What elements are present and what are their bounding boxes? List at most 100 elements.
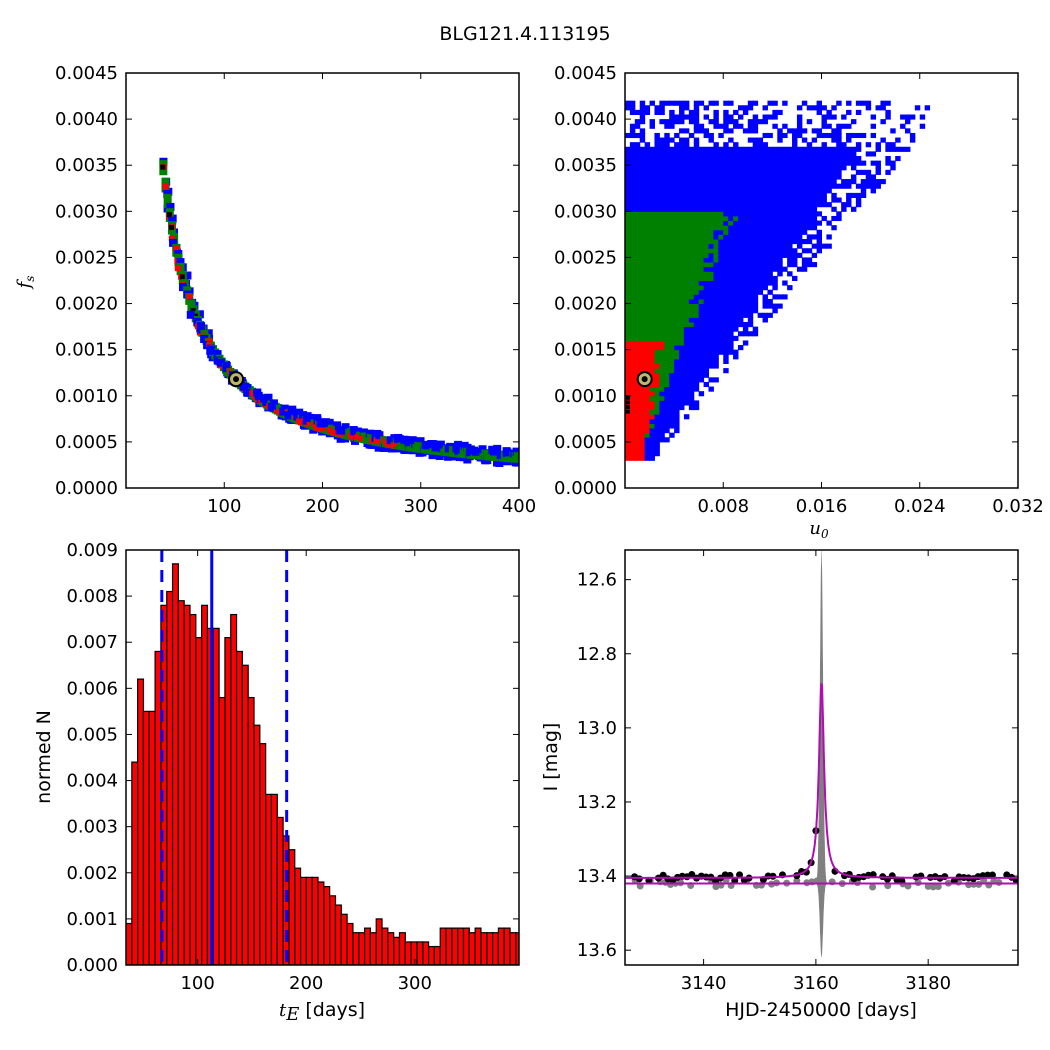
cell-green [683, 262, 690, 268]
cell-green [654, 409, 660, 415]
cell-blue [826, 243, 832, 249]
cell-blue [757, 183, 764, 189]
cell-blue [821, 114, 827, 120]
cell-green [654, 239, 660, 245]
cell-green [634, 280, 641, 286]
cell-green [679, 312, 685, 318]
cell-blue [733, 188, 739, 194]
cell-blue [625, 197, 631, 203]
cell-blue [728, 312, 734, 318]
cell-blue [752, 197, 759, 203]
cell-green [683, 248, 690, 254]
cell-blue [747, 123, 754, 129]
cell-blue [792, 257, 798, 263]
cell-blue [723, 202, 729, 208]
cell-blue [733, 174, 739, 180]
cell-green [674, 229, 680, 235]
cell-blue [688, 179, 695, 185]
cell-red [634, 354, 641, 360]
cell-blue [772, 252, 778, 258]
cell-green [654, 229, 660, 235]
cell-blue [806, 151, 813, 157]
cell-red [649, 349, 655, 355]
cell-blue [683, 197, 690, 203]
cell-black [166, 212, 172, 218]
cell-blue [728, 266, 734, 272]
cell-blue [801, 266, 808, 272]
cell-blue [723, 128, 729, 134]
cell-green [664, 349, 670, 355]
cell-green [625, 326, 631, 332]
y-tick-label: 13.0 [577, 718, 617, 739]
cell-blue [693, 368, 700, 374]
cell-blue [688, 335, 695, 341]
cell-black [168, 224, 174, 230]
cell-green [669, 220, 675, 226]
cell-green [674, 317, 680, 323]
cell-blue [787, 202, 793, 208]
cell-green [629, 271, 636, 277]
hist-bar [468, 932, 476, 965]
cell-blue [787, 197, 793, 203]
cell-blue [703, 146, 710, 152]
cell-red [644, 354, 651, 360]
cell-green [649, 395, 655, 401]
cell-blue [718, 298, 724, 305]
cell-blue [757, 262, 764, 268]
cell-blue [634, 151, 641, 157]
cell-blue [728, 146, 734, 152]
cell-green [674, 239, 680, 245]
cell-blue [767, 188, 773, 194]
cell-green [649, 229, 655, 235]
cell-green [649, 280, 655, 286]
cell-blue [752, 280, 759, 286]
cell-green [693, 289, 700, 295]
cell-blue [629, 165, 636, 171]
data-point [941, 873, 949, 881]
cell-green [688, 215, 695, 222]
cell-blue [669, 119, 675, 125]
cell-blue [634, 179, 641, 185]
cell-blue [757, 137, 764, 143]
cell-blue [359, 428, 368, 437]
cell-blue [688, 400, 695, 406]
x-tick-label: 3140 [681, 973, 727, 994]
cell-blue [679, 377, 685, 383]
cell-green [654, 303, 660, 309]
cell-green [659, 289, 665, 295]
cell-blue [752, 262, 759, 268]
cell-blue [792, 165, 798, 171]
cell-blue [625, 146, 631, 152]
cell-blue [723, 114, 729, 120]
cell-blue [654, 432, 660, 438]
cell-blue [757, 206, 764, 212]
cell-blue [747, 100, 754, 106]
cell-blue [875, 169, 881, 175]
cell-blue [634, 192, 641, 198]
cell-blue [649, 119, 655, 125]
cell-blue [757, 211, 764, 217]
cell-blue [792, 262, 798, 268]
cell-blue [782, 280, 788, 286]
cell-blue [836, 165, 842, 171]
cell-blue [688, 109, 695, 115]
cell-red [659, 340, 665, 346]
cell-blue [772, 123, 778, 129]
cell-blue [708, 285, 714, 291]
cell-blue [718, 202, 724, 208]
cell-blue [723, 358, 729, 364]
cell-blue [664, 142, 670, 148]
cell-blue [836, 100, 842, 106]
cell-blue [683, 363, 690, 369]
cell-blue [679, 206, 685, 212]
cell-blue [713, 322, 719, 328]
cell-blue [777, 303, 783, 309]
cell-blue [772, 188, 778, 194]
cell-green [693, 280, 700, 286]
cell-blue [679, 197, 685, 203]
cell-blue [787, 271, 793, 277]
cell-blue [821, 183, 827, 189]
cell-red [654, 377, 660, 383]
hist-bar [311, 876, 319, 965]
cell-blue [836, 128, 842, 134]
